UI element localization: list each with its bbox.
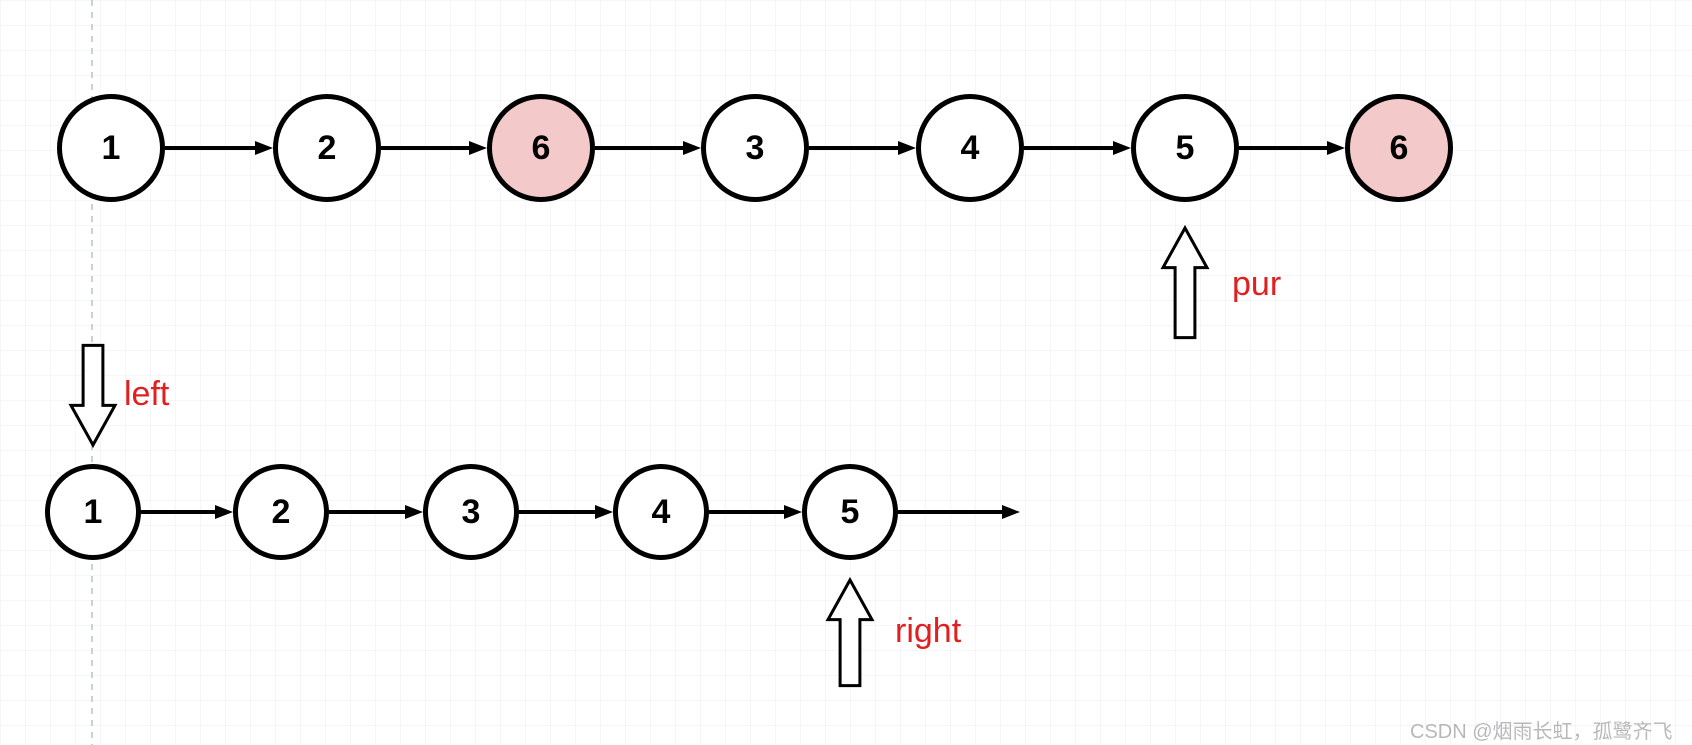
- list-node: 5: [1131, 94, 1239, 202]
- pointer-label-right: right: [895, 612, 961, 651]
- node-label: 4: [961, 129, 980, 168]
- list-node: 3: [701, 94, 809, 202]
- node-label: 6: [532, 129, 551, 168]
- pointer-label-left: left: [124, 375, 169, 414]
- list-node: 6: [487, 94, 595, 202]
- pointer-arrow-pur: [1163, 228, 1207, 338]
- list-node: 3: [423, 464, 519, 560]
- pointer-arrow-right: [828, 580, 872, 686]
- list-node: 5: [802, 464, 898, 560]
- list-node: 4: [916, 94, 1024, 202]
- list-node: 6: [1345, 94, 1453, 202]
- list-node: 4: [613, 464, 709, 560]
- list-node: 1: [57, 94, 165, 202]
- pointer-arrow-left: [71, 345, 115, 445]
- pointer-label-pur: pur: [1232, 265, 1281, 304]
- diagram-canvas: 1 2 6 3 4 5 6 1 2 3 4 5 pur left right CSDN @烟雨长虹，孤鹭齐飞: [0, 0, 1692, 745]
- node-label: 1: [84, 493, 103, 532]
- node-label: 3: [462, 493, 481, 532]
- node-label: 5: [1176, 129, 1195, 168]
- node-label: 1: [102, 129, 121, 168]
- list-node: 1: [45, 464, 141, 560]
- node-label: 3: [746, 129, 765, 168]
- list-node: 2: [233, 464, 329, 560]
- watermark: CSDN @烟雨长虹，孤鹭齐飞: [1410, 715, 1673, 744]
- node-label: 6: [1390, 129, 1409, 168]
- node-label: 5: [841, 493, 860, 532]
- node-label: 4: [652, 493, 671, 532]
- list-node: 2: [273, 94, 381, 202]
- node-label: 2: [318, 129, 337, 168]
- node-label: 2: [272, 493, 291, 532]
